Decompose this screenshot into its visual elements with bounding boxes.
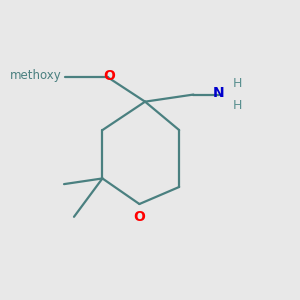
Text: O: O (134, 210, 145, 224)
Text: O: O (103, 69, 116, 83)
Text: methoxy: methoxy (9, 69, 61, 82)
Text: H: H (233, 77, 242, 90)
Text: N: N (213, 86, 225, 100)
Text: H: H (233, 99, 242, 112)
